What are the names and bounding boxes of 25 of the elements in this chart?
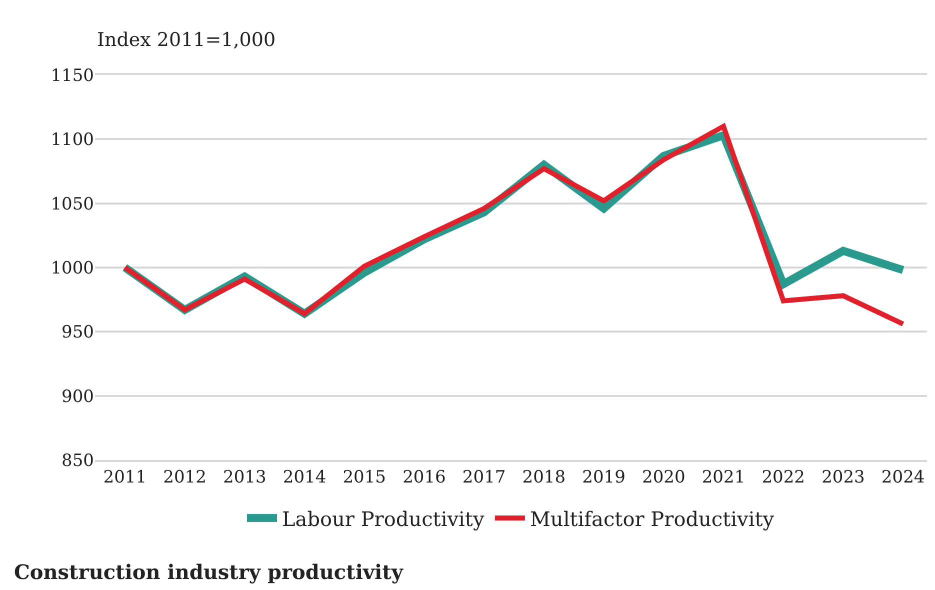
y-axis-title: Index 2011=1,000 [97, 29, 276, 51]
legend-label: Labour Productivity [282, 506, 485, 531]
y-tick-label: 1150 [50, 66, 94, 86]
y-tick-label: 900 [62, 386, 94, 407]
x-tick-label: 2018 [522, 467, 566, 488]
x-tick-label: 2021 [702, 467, 746, 488]
x-tick-label: 2023 [822, 467, 865, 488]
x-tick-label: 2019 [582, 467, 626, 488]
x-tick-label: 2016 [402, 467, 446, 488]
x-tick-label: 2012 [163, 467, 206, 488]
x-tick-label: 2022 [762, 467, 805, 488]
x-tick-label: 2020 [642, 467, 686, 488]
x-tick-label: 2015 [342, 467, 386, 488]
y-tick-label: 950 [62, 322, 94, 343]
legend-label: Multifactor Productivity [530, 506, 775, 531]
y-tick-label: 1050 [50, 194, 94, 214]
x-tick-label: 2013 [223, 467, 266, 488]
x-tick-label: 2017 [462, 467, 506, 488]
text: Construction industry productivity [14, 560, 404, 584]
x-tick-label: 2014 [282, 467, 326, 488]
x-tick-label: 2011 [103, 467, 147, 488]
y-tick-label: 1000 [50, 258, 94, 278]
y-tick-label: 1100 [50, 130, 94, 150]
x-tick-label: 2024 [881, 467, 925, 488]
y-tick-label: 850 [62, 450, 94, 471]
